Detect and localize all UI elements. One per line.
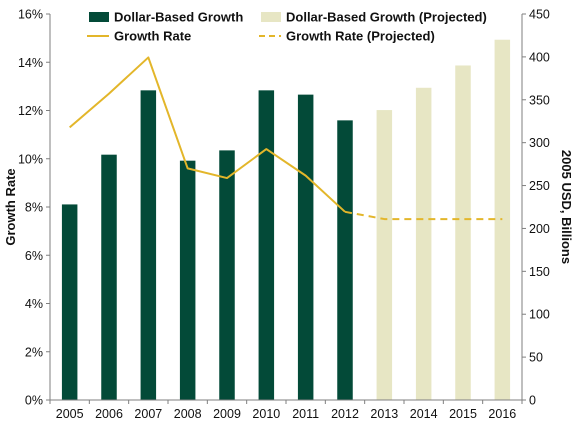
- legend-item: Dollar-Based Growth (Projected): [261, 10, 487, 25]
- left-tick-label: 12%: [18, 104, 43, 118]
- right-tick-label: 450: [529, 8, 550, 22]
- left-tick-label: 2%: [25, 345, 43, 359]
- axes-layer: 0% 2% 4% 6% 8% 10% 12% 14% 16% 0 50 100 150 200 250 300…: [18, 8, 550, 422]
- legend-swatch: [261, 12, 281, 22]
- left-axis-title: Growth Rate: [3, 168, 18, 245]
- bar-2009: [219, 150, 235, 400]
- x-tick-label: 2010: [252, 407, 280, 421]
- growth-rate-projected-line: [344, 210, 503, 221]
- growth-rate-line: [69, 56, 346, 213]
- x-tick-label: 2016: [488, 407, 516, 421]
- legend-item: Growth Rate (Projected): [259, 29, 435, 44]
- legend-label: Growth Rate: [114, 29, 191, 44]
- bar-2014-projected: [415, 87, 432, 400]
- left-tick-label: 6%: [25, 249, 43, 263]
- right-tick-label: 50: [529, 351, 543, 365]
- right-tick-label: 0: [529, 394, 536, 408]
- x-tick-label: 2013: [370, 407, 398, 421]
- x-tick-label: 2015: [449, 407, 477, 421]
- bar-2008: [179, 160, 196, 400]
- left-tick-label: 14%: [18, 56, 43, 70]
- x-tick-label: 2012: [331, 407, 359, 421]
- left-tick-label: 10%: [18, 152, 43, 166]
- bar-2015-projected: [455, 65, 471, 400]
- legend-label: Dollar-Based Growth: [114, 10, 243, 25]
- legend-label: Dollar-Based Growth (Projected): [286, 10, 487, 25]
- bar-2006: [101, 154, 117, 400]
- bar-2007: [140, 90, 157, 400]
- right-tick-label: 350: [529, 93, 550, 107]
- bar-2005: [61, 204, 78, 400]
- x-tick-label: 2006: [95, 407, 123, 421]
- bar-2013-projected: [376, 110, 393, 401]
- right-tick-label: 150: [529, 265, 550, 279]
- left-tick-label: 0%: [25, 394, 43, 408]
- right-axis-title: 2005 USD, Billions: [559, 150, 572, 264]
- bars-layer: [61, 39, 511, 401]
- right-tick-label: 100: [529, 308, 550, 322]
- x-tick-label: 2009: [213, 407, 241, 421]
- bar-2011: [297, 94, 314, 401]
- x-tick-label: 2008: [174, 407, 202, 421]
- lines-layer: [69, 56, 503, 221]
- left-tick-label: 4%: [25, 297, 43, 311]
- left-tick-label: 8%: [25, 201, 43, 215]
- legend: Dollar-Based Growth Dollar-Based Growth (…: [87, 10, 487, 44]
- left-tick-label: 16%: [18, 8, 43, 22]
- bar-2012: [337, 120, 353, 400]
- right-tick-label: 200: [529, 222, 550, 236]
- legend-label: Growth Rate (Projected): [286, 29, 435, 44]
- x-tick-label: 2005: [56, 407, 84, 421]
- x-tick-label: 2011: [292, 407, 319, 421]
- legend-item: Growth Rate: [87, 29, 191, 44]
- legend-swatch: [89, 12, 109, 22]
- legend-item: Dollar-Based Growth: [89, 10, 243, 25]
- bar-2010: [258, 90, 275, 400]
- right-tick-label: 400: [529, 50, 550, 64]
- right-tick-label: 300: [529, 136, 550, 150]
- x-tick-label: 2014: [410, 407, 438, 421]
- right-tick-label: 250: [529, 179, 550, 193]
- x-tick-label: 2007: [134, 407, 162, 421]
